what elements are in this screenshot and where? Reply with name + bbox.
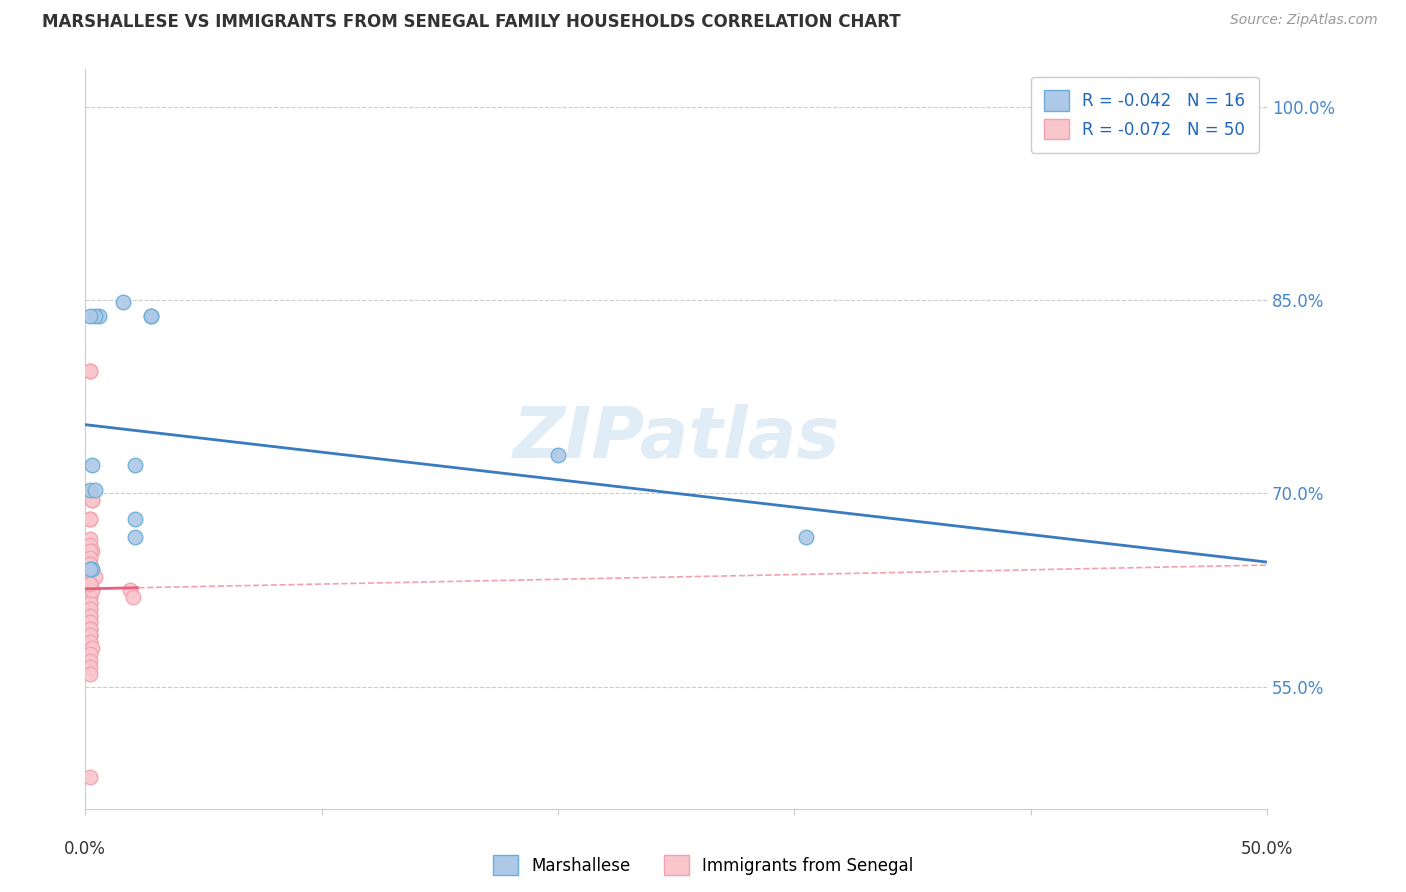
Text: 50.0%: 50.0%	[1240, 840, 1294, 858]
Point	[79, 583, 101, 598]
Point	[79, 602, 101, 616]
Point	[124, 530, 146, 544]
Point	[79, 512, 101, 526]
Point	[547, 448, 569, 462]
Point	[794, 530, 817, 544]
Point	[83, 483, 105, 497]
Point	[79, 648, 101, 662]
Point	[79, 596, 101, 610]
Point	[82, 458, 104, 472]
Point	[79, 562, 101, 576]
Point	[79, 564, 101, 578]
Point	[82, 583, 104, 598]
Point	[79, 583, 101, 598]
Point	[79, 576, 101, 591]
Point	[79, 634, 101, 648]
Point	[79, 622, 101, 636]
Point	[82, 492, 104, 507]
Point	[82, 544, 104, 558]
Point	[79, 590, 101, 604]
Point	[79, 364, 101, 378]
Point	[79, 628, 101, 642]
Point	[79, 512, 101, 526]
Point	[141, 309, 163, 323]
Point	[82, 583, 104, 598]
Point	[83, 309, 105, 323]
Text: Source: ZipAtlas.com: Source: ZipAtlas.com	[1230, 13, 1378, 28]
Point	[82, 562, 104, 576]
Point	[79, 550, 101, 565]
Text: ZIPatlas: ZIPatlas	[512, 404, 839, 474]
Point	[79, 634, 101, 648]
Point	[79, 544, 101, 558]
Point	[120, 583, 142, 598]
Point	[82, 564, 104, 578]
Point	[79, 608, 101, 623]
Text: 0.0%: 0.0%	[65, 840, 107, 858]
Point	[82, 640, 104, 655]
Point	[79, 590, 101, 604]
Point	[79, 596, 101, 610]
Point	[79, 615, 101, 630]
Point	[82, 492, 104, 507]
Point	[83, 570, 105, 584]
Point	[79, 666, 101, 681]
Point	[79, 654, 101, 668]
Point	[79, 532, 101, 546]
Point	[79, 576, 101, 591]
Point	[141, 309, 163, 323]
Point	[79, 622, 101, 636]
Text: MARSHALLESE VS IMMIGRANTS FROM SENEGAL FAMILY HOUSEHOLDS CORRELATION CHART: MARSHALLESE VS IMMIGRANTS FROM SENEGAL F…	[42, 13, 901, 31]
Point	[79, 538, 101, 552]
Point	[79, 660, 101, 674]
Point	[79, 576, 101, 591]
Point	[79, 608, 101, 623]
Point	[79, 615, 101, 630]
Legend: Marshallese, Immigrants from Senegal: Marshallese, Immigrants from Senegal	[485, 847, 921, 884]
Point	[79, 364, 101, 378]
Point	[79, 628, 101, 642]
Point	[79, 309, 101, 323]
Point	[79, 770, 101, 784]
Point	[79, 486, 101, 500]
Point	[124, 512, 146, 526]
Point	[121, 590, 143, 604]
Point	[79, 558, 101, 572]
Point	[79, 576, 101, 591]
Point	[124, 458, 146, 472]
Point	[89, 309, 111, 323]
Point	[79, 622, 101, 636]
Point	[79, 628, 101, 642]
Point	[112, 294, 135, 309]
Legend: R = -0.042   N = 16, R = -0.072   N = 50: R = -0.042 N = 16, R = -0.072 N = 50	[1031, 77, 1258, 153]
Point	[79, 483, 101, 497]
Point	[79, 602, 101, 616]
